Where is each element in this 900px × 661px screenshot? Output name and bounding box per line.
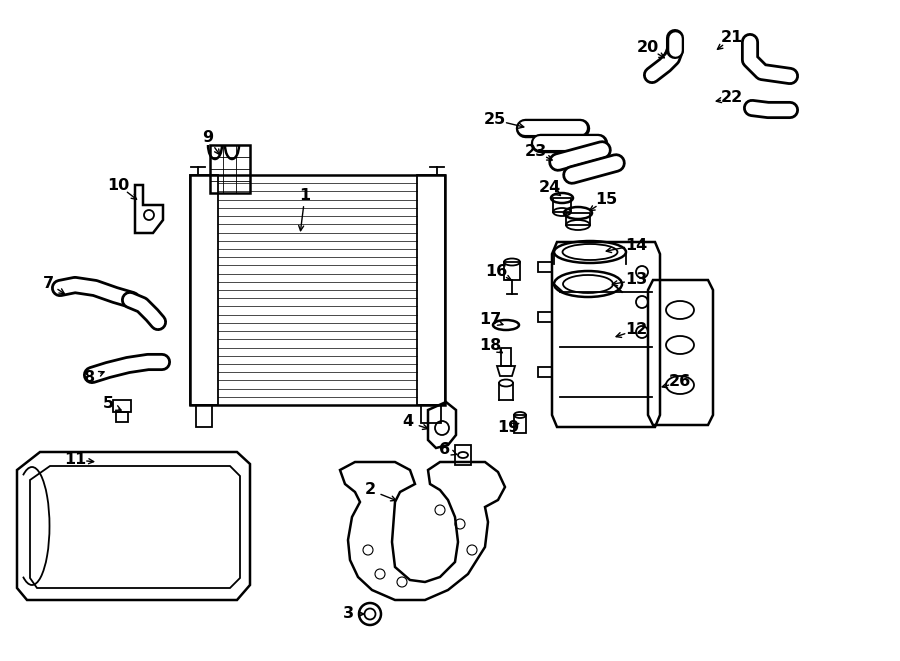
- Text: 7: 7: [42, 276, 54, 290]
- Text: 24: 24: [539, 180, 561, 196]
- Text: 19: 19: [497, 420, 519, 436]
- Text: 23: 23: [525, 145, 547, 159]
- Bar: [538, 312, 552, 322]
- Bar: [116, 412, 128, 422]
- Text: 25: 25: [484, 112, 506, 128]
- Bar: [553, 198, 571, 212]
- Text: 3: 3: [342, 607, 354, 621]
- Text: 2: 2: [364, 483, 375, 498]
- Bar: [538, 367, 552, 377]
- Text: 21: 21: [721, 30, 743, 46]
- Text: 8: 8: [85, 371, 95, 385]
- Text: 16: 16: [485, 264, 507, 280]
- Bar: [566, 213, 590, 225]
- Bar: [113, 400, 131, 412]
- Text: 11: 11: [64, 453, 86, 467]
- Text: 5: 5: [103, 397, 113, 412]
- Bar: [538, 262, 552, 272]
- Text: 17: 17: [479, 313, 501, 327]
- Text: 14: 14: [625, 237, 647, 253]
- Text: 1: 1: [300, 188, 310, 202]
- Bar: [210, 145, 250, 193]
- Text: 18: 18: [479, 338, 501, 352]
- Text: 13: 13: [625, 272, 647, 288]
- Text: 20: 20: [637, 40, 659, 56]
- Text: 15: 15: [595, 192, 617, 208]
- Text: 12: 12: [625, 323, 647, 338]
- Text: 10: 10: [107, 178, 129, 192]
- Text: 22: 22: [721, 91, 743, 106]
- Text: 6: 6: [439, 442, 451, 457]
- Text: 9: 9: [202, 130, 213, 145]
- Text: 4: 4: [402, 414, 414, 430]
- Text: 26: 26: [669, 375, 691, 389]
